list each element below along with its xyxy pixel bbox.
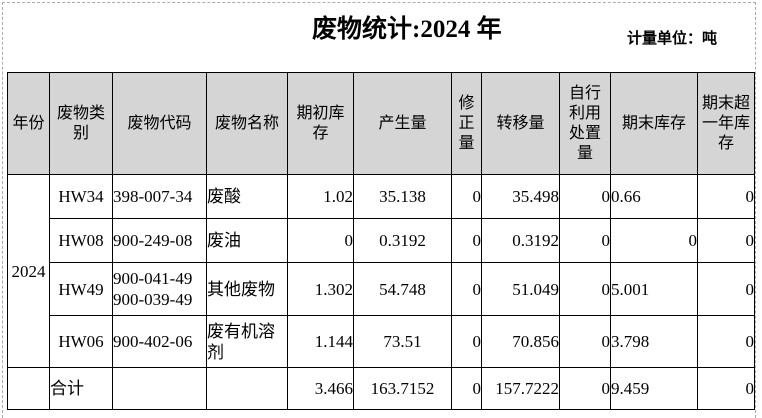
cell-correction[interactable]: 0	[451, 218, 482, 263]
cell-self-disposal[interactable]: 0	[559, 315, 611, 368]
cell-correction[interactable]: 0	[451, 174, 482, 219]
cell-total-end-stock[interactable]: 9.459	[610, 367, 698, 410]
cell-transferred[interactable]: 70.856	[481, 315, 560, 368]
col-header-end-over-year[interactable]: 期末超一年库存	[697, 72, 755, 175]
page-break-line-top	[2, 2, 756, 3]
col-header-transferred[interactable]: 转移量	[481, 72, 560, 175]
page-break-line-right	[755, 2, 756, 418]
cell-name-empty[interactable]	[206, 367, 288, 410]
cell-end-over-year[interactable]: 0	[697, 174, 755, 219]
col-header-year[interactable]: 年份	[7, 72, 50, 175]
cell-correction[interactable]: 0	[451, 262, 482, 316]
table-row: 2024 HW34 398-007-34 废酸 1.02 35.138 0 35…	[7, 174, 755, 368]
total-row: 合计 3.466 163.7152 0 157.7222 0 9.459 0	[7, 367, 755, 410]
cell-name[interactable]: 其他废物	[206, 262, 288, 316]
col-header-generated[interactable]: 产生量	[353, 72, 452, 175]
cell-year[interactable]: 2024	[7, 174, 50, 368]
col-header-correction[interactable]: 修正量	[451, 72, 482, 175]
cell-code[interactable]: 900-249-08	[112, 218, 207, 263]
cell-begin-stock[interactable]: 1.144	[287, 315, 354, 368]
cell-end-stock[interactable]: 0	[610, 218, 698, 263]
cell-total-correction[interactable]: 0	[451, 367, 482, 410]
waste-stats-table: 年份 废物类别 废物代码 废物名称 期初库存 产生量 修正量 转移量 自行利用处…	[7, 72, 755, 410]
cell-code[interactable]: 398-007-34	[112, 174, 207, 219]
col-header-category[interactable]: 废物类别	[49, 72, 113, 175]
cell-total-begin-stock[interactable]: 3.466	[287, 367, 354, 410]
cell-end-stock[interactable]: 3.798	[610, 315, 698, 368]
cell-end-stock[interactable]: 5.001	[610, 262, 698, 316]
table-row: HW49 900-041-49 900-039-49 其他废物 1.302 54…	[8, 262, 755, 316]
cell-end-over-year[interactable]: 0	[697, 218, 755, 263]
col-header-name[interactable]: 废物名称	[206, 72, 288, 175]
cell-total-transferred[interactable]: 157.7222	[481, 367, 560, 410]
cell-name[interactable]: 废油	[206, 218, 288, 263]
table-row: HW08 900-249-08 废油 0 0.3192 0 0.3192 0 0…	[8, 218, 755, 263]
cell-total-end-over-year[interactable]: 0	[697, 367, 755, 410]
cell-total-label[interactable]: 合计	[49, 367, 113, 410]
col-header-end-stock[interactable]: 期末库存	[610, 72, 698, 175]
cell-generated[interactable]: 35.138	[353, 174, 452, 219]
cell-year-empty[interactable]	[7, 367, 50, 410]
col-header-code[interactable]: 废物代码	[112, 72, 207, 175]
cell-name[interactable]: 废有机溶剂	[206, 315, 288, 368]
cell-self-disposal[interactable]: 0	[559, 262, 611, 316]
cell-self-disposal[interactable]: 0	[559, 174, 611, 219]
cell-generated[interactable]: 0.3192	[353, 218, 452, 263]
col-header-begin-stock[interactable]: 期初库存	[287, 72, 354, 175]
unit-label: 计量单位：吨	[627, 31, 718, 47]
cell-code[interactable]: 900-402-06	[112, 315, 207, 368]
col-header-self-disposal[interactable]: 自行利用处置量	[559, 72, 611, 175]
cell-begin-stock[interactable]: 1.302	[287, 262, 354, 316]
page-break-line-left	[2, 2, 3, 418]
cell-end-stock[interactable]: 0.66	[610, 174, 698, 219]
cell-category[interactable]: HW08	[49, 218, 113, 263]
cell-transferred[interactable]: 51.049	[481, 262, 560, 316]
cell-generated[interactable]: 54.748	[353, 262, 452, 316]
header-row: 年份 废物类别 废物代码 废物名称 期初库存 产生量 修正量 转移量 自行利用处…	[7, 72, 755, 175]
cell-transferred[interactable]: 0.3192	[481, 218, 560, 263]
table-row: HW06 900-402-06 废有机溶剂 1.144 73.51 0 70.8…	[8, 315, 755, 368]
cell-transferred[interactable]: 35.498	[481, 174, 560, 219]
cell-total-generated[interactable]: 163.7152	[353, 367, 452, 410]
cell-code[interactable]: 900-041-49 900-039-49	[112, 262, 207, 316]
cell-code-empty[interactable]	[112, 367, 207, 410]
cell-name[interactable]: 废酸	[206, 174, 288, 219]
cell-correction[interactable]: 0	[451, 315, 482, 368]
report-title: 废物统计:2024 年	[312, 16, 502, 43]
cell-category[interactable]: HW49	[49, 262, 113, 316]
cell-self-disposal[interactable]: 0	[559, 218, 611, 263]
cell-total-self-disposal[interactable]: 0	[559, 367, 611, 410]
cell-generated[interactable]: 73.51	[353, 315, 452, 368]
cell-begin-stock[interactable]: 1.02	[287, 174, 354, 219]
cell-category[interactable]: HW06	[49, 315, 113, 368]
cell-end-over-year[interactable]: 0	[697, 315, 755, 368]
cell-end-over-year[interactable]: 0	[697, 262, 755, 316]
cell-begin-stock[interactable]: 0	[287, 218, 354, 263]
cell-category[interactable]: HW34	[49, 174, 113, 219]
